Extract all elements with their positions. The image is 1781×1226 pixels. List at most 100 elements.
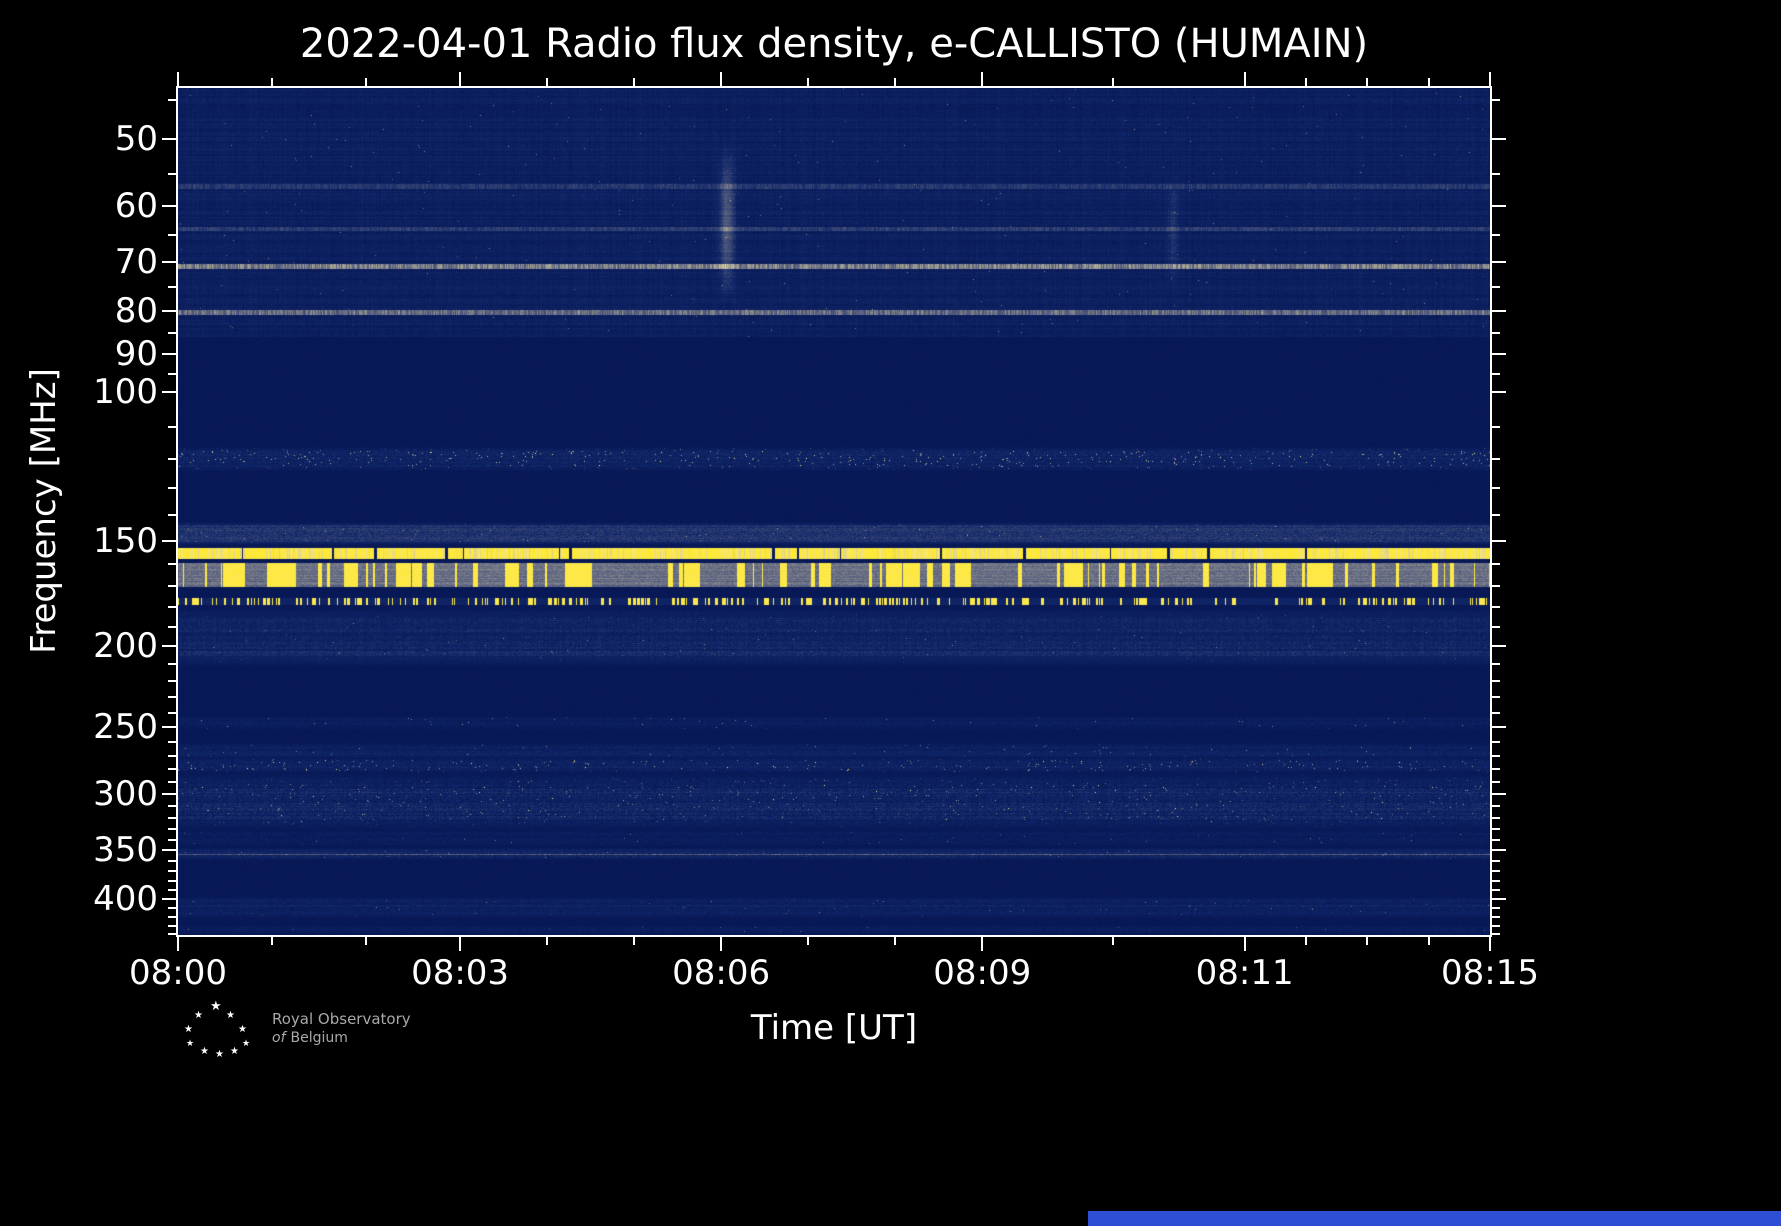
y-minor-tick (1492, 286, 1500, 289)
y-minor-tick (168, 372, 176, 375)
star-icon: ★ (238, 1024, 247, 1035)
x-tick (720, 72, 723, 86)
y-tick (162, 726, 176, 729)
y-minor-tick (1492, 869, 1500, 872)
spectrogram-canvas (178, 88, 1490, 935)
x-minor-tick (271, 78, 274, 86)
x-tick (459, 937, 462, 951)
y-minor-tick (1492, 889, 1500, 892)
x-minor-tick (1112, 937, 1115, 945)
y-tick-label: 250 (93, 707, 158, 748)
x-tick-label: 08:00 (129, 953, 227, 993)
y-minor-tick (1492, 879, 1500, 882)
x-minor-tick (1112, 78, 1115, 86)
star-icon: ★ (226, 1010, 235, 1021)
y-tick (1492, 644, 1506, 647)
y-minor-tick (168, 838, 176, 841)
y-minor-tick (168, 907, 176, 910)
logo-line2-of: of (272, 1030, 286, 1046)
y-minor-tick (1492, 662, 1500, 665)
y-minor-tick (168, 780, 176, 783)
x-minor-tick (894, 937, 897, 945)
chart-title: 2022-04-01 Radio flux density, e-CALLIST… (299, 21, 1369, 67)
x-tick (1489, 72, 1491, 86)
logo-line2: of Belgium (272, 1029, 411, 1047)
x-minor-tick (546, 78, 549, 86)
y-tick (162, 644, 176, 647)
x-tick (981, 72, 984, 86)
y-minor-tick (168, 331, 176, 334)
y-tick-label: 50 (114, 118, 158, 159)
y-minor-tick (1492, 426, 1500, 429)
x-minor-tick (1304, 937, 1307, 945)
star-icon: ★ (184, 1024, 193, 1035)
y-minor-tick (1492, 331, 1500, 334)
x-axis-label: Time [UT] (750, 1008, 918, 1048)
y-minor-tick (1492, 711, 1500, 714)
y-minor-tick (168, 487, 176, 490)
x-minor-tick (1427, 78, 1430, 86)
y-tick (1492, 309, 1506, 312)
x-minor-tick (1366, 78, 1369, 86)
x-minor-tick (546, 937, 549, 945)
y-minor-tick (168, 767, 176, 770)
y-minor-tick (168, 514, 176, 517)
y-tick (162, 137, 176, 140)
y-minor-tick (168, 740, 176, 743)
y-minor-tick (1492, 754, 1500, 757)
y-tick (1492, 539, 1506, 542)
y-minor-tick (168, 662, 176, 665)
y-minor-tick (168, 879, 176, 882)
y-tick-label: 300 (93, 774, 158, 815)
y-minor-tick (1492, 805, 1500, 808)
x-minor-tick (1366, 937, 1369, 945)
y-minor-tick (168, 99, 176, 102)
y-tick-label: 80 (114, 290, 158, 331)
y-tick (1492, 793, 1506, 796)
y-minor-tick (1492, 767, 1500, 770)
y-minor-tick (168, 754, 176, 757)
y-tick (1492, 726, 1506, 729)
y-minor-tick (1492, 172, 1500, 175)
x-minor-tick (365, 937, 368, 945)
y-minor-tick (1492, 458, 1500, 461)
star-icon: ★ (194, 1010, 203, 1021)
x-tick-label: 08:09 (933, 953, 1032, 993)
y-minor-tick (1492, 585, 1500, 588)
y-minor-tick (168, 286, 176, 289)
y-minor-tick (168, 626, 176, 629)
star-icon: ★ (242, 1039, 251, 1049)
y-minor-tick (1492, 514, 1500, 517)
y-minor-tick (1492, 695, 1500, 698)
star-icon: ★ (215, 1049, 224, 1060)
y-tick (1492, 898, 1506, 901)
y-tick (162, 260, 176, 263)
y-tick-label: 350 (93, 830, 158, 871)
y-minor-tick (168, 711, 176, 714)
x-minor-tick (271, 937, 274, 945)
y-minor-tick (168, 585, 176, 588)
y-minor-tick (1492, 679, 1500, 682)
x-minor-tick (633, 937, 636, 945)
y-minor-tick (168, 933, 176, 936)
y-minor-tick (168, 889, 176, 892)
y-minor-tick (1492, 827, 1500, 830)
y-tick-label: 400 (93, 879, 158, 920)
x-tick (177, 72, 179, 86)
y-minor-tick (168, 458, 176, 461)
rob-logo-text: Royal Observatory of Belgium (272, 1010, 411, 1047)
y-tick-label: 60 (114, 185, 158, 226)
y-tick (162, 352, 176, 355)
y-tick (1492, 849, 1506, 852)
y-tick (162, 793, 176, 796)
y-tick (1492, 137, 1506, 140)
y-minor-tick (1492, 916, 1500, 919)
x-tick (1489, 937, 1491, 951)
y-tick-label: 150 (93, 520, 158, 561)
y-minor-tick (1492, 859, 1500, 862)
y-minor-tick (168, 426, 176, 429)
y-minor-tick (1492, 606, 1500, 609)
y-minor-tick (1492, 780, 1500, 783)
logo-line2-belgium: Belgium (290, 1030, 348, 1046)
